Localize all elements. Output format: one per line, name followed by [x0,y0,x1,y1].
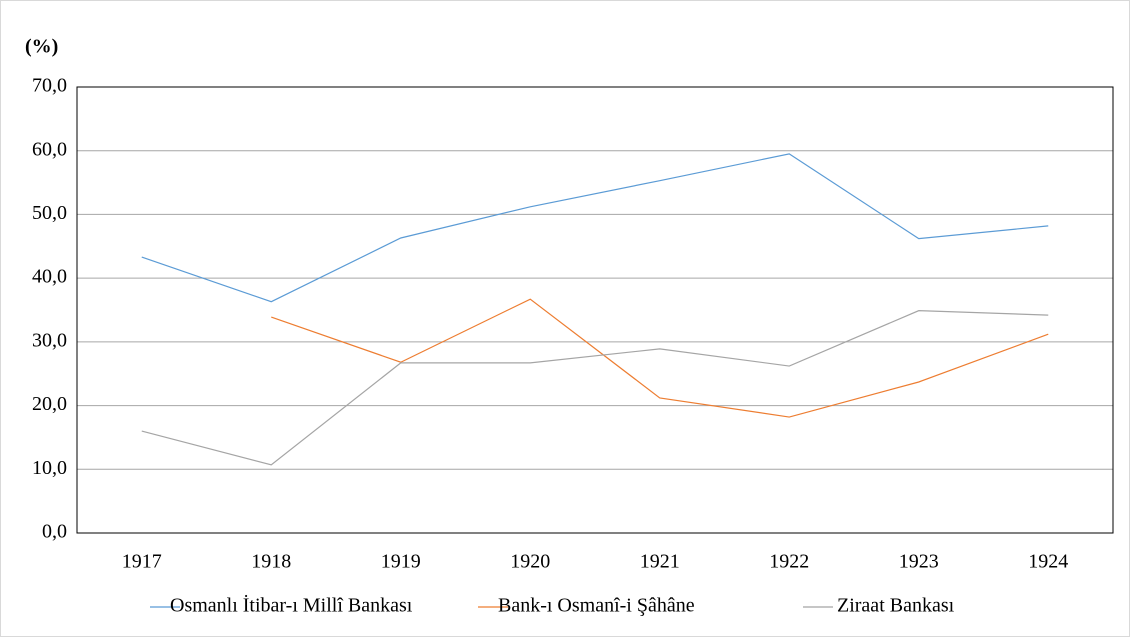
series-line [141,310,1049,466]
y-tick-label: 40,0 [32,266,67,288]
x-tick-label: 1920 [510,551,550,573]
legend-label: Bank-ı Osmanî-i Şâhâne [498,595,695,617]
chart-title: (%) [25,36,58,58]
x-tick-label: 1918 [251,551,291,573]
y-tick-label: 10,0 [32,457,67,479]
x-tick-label: 1924 [1028,551,1068,573]
series-line [271,298,1049,418]
y-tick-label: 70,0 [32,75,67,97]
x-tick-label: 1921 [640,551,680,573]
x-tick-label: 1922 [769,551,809,573]
y-tick-label: 50,0 [32,202,67,224]
x-tick-label: 1923 [899,551,939,573]
legend-label: Osmanlı İtibar-ı Millî Bankası [170,594,413,617]
series-line [141,153,1049,303]
y-tick-label: 0,0 [42,521,67,543]
x-tick-label: 1917 [122,551,162,573]
plot-border [76,86,1114,534]
legend-label: Ziraat Bankası [837,595,955,617]
y-tick-label: 20,0 [32,393,67,415]
x-tick-label: 1919 [381,551,421,573]
y-tick-label: 60,0 [32,138,67,160]
y-tick-label: 30,0 [32,329,67,351]
